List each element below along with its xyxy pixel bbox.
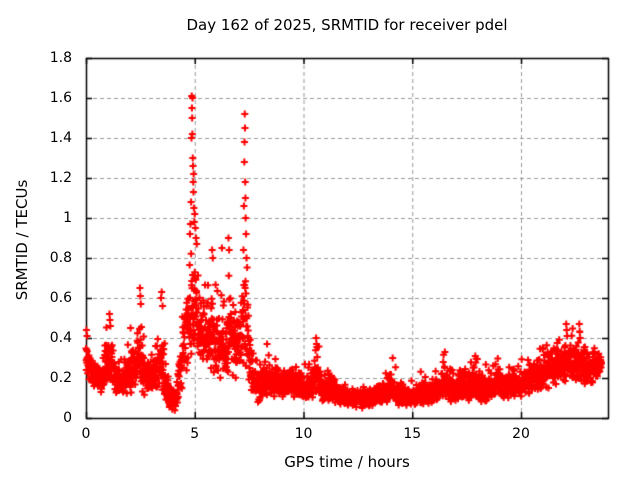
y-tick-label: 0.8 (49, 250, 72, 266)
y-tick-label: 1.8 (49, 50, 72, 66)
chart-title: Day 162 of 2025, SRMTID for receiver pde… (186, 16, 508, 34)
x-tick-label: 10 (294, 426, 313, 442)
y-tick-label: 0 (63, 410, 72, 426)
x-tick-label: 5 (190, 426, 200, 442)
y-tick-label: 0.2 (49, 370, 72, 386)
y-tick-label: 0.6 (49, 290, 72, 306)
x-tick-label: 0 (81, 426, 91, 442)
y-tick-label: 1.6 (49, 90, 72, 106)
y-axis-label: SRMTID / TECUs (13, 179, 31, 301)
y-tick-label: 1.4 (49, 130, 72, 146)
y-tick-label: 1.2 (49, 170, 72, 186)
x-tick-label: 15 (403, 426, 422, 442)
y-tick-label: 0.4 (49, 330, 72, 346)
x-tick-label: 20 (512, 426, 530, 442)
x-axis-label: GPS time / hours (284, 453, 410, 471)
y-tick-label: 1 (63, 210, 72, 226)
